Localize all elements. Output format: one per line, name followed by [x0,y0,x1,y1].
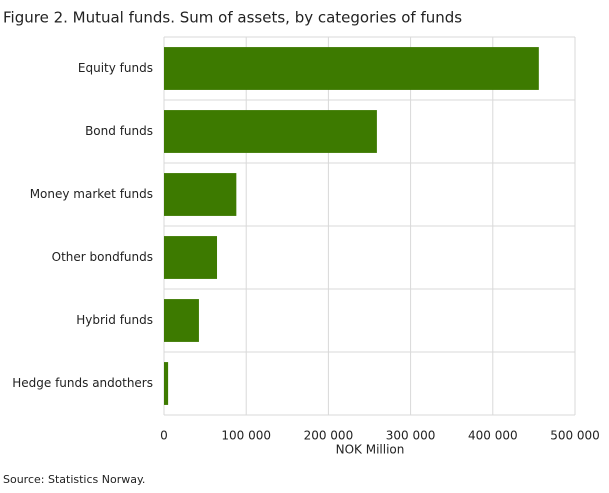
x-tick-label: 300 000 [386,429,436,443]
y-tick-label: Bond funds [85,124,153,138]
x-tick-label: 500 000 [550,429,600,443]
bar [164,110,377,153]
source: Source: Statistics Norway. [3,473,145,486]
x-axis-label: NOK Million [336,443,405,457]
y-tick-label: Other bondfunds [52,250,153,264]
x-tick-label: 0 [160,429,168,443]
y-tick-label: Hedge funds andothers [12,376,153,390]
bar [164,362,169,405]
bar [164,299,199,342]
y-tick-label: Hybrid funds [76,313,153,327]
chart-title: Figure 2. Mutual funds. Sum of assets, b… [3,9,462,27]
bar [164,173,237,216]
y-tick-label: Equity funds [78,61,153,75]
bar [164,47,539,90]
x-tick-label: 100 000 [221,429,271,443]
x-tick-label: 200 000 [304,429,354,443]
bar [164,236,218,279]
x-tick-label: 400 000 [468,429,518,443]
y-tick-label: Money market funds [30,187,153,201]
